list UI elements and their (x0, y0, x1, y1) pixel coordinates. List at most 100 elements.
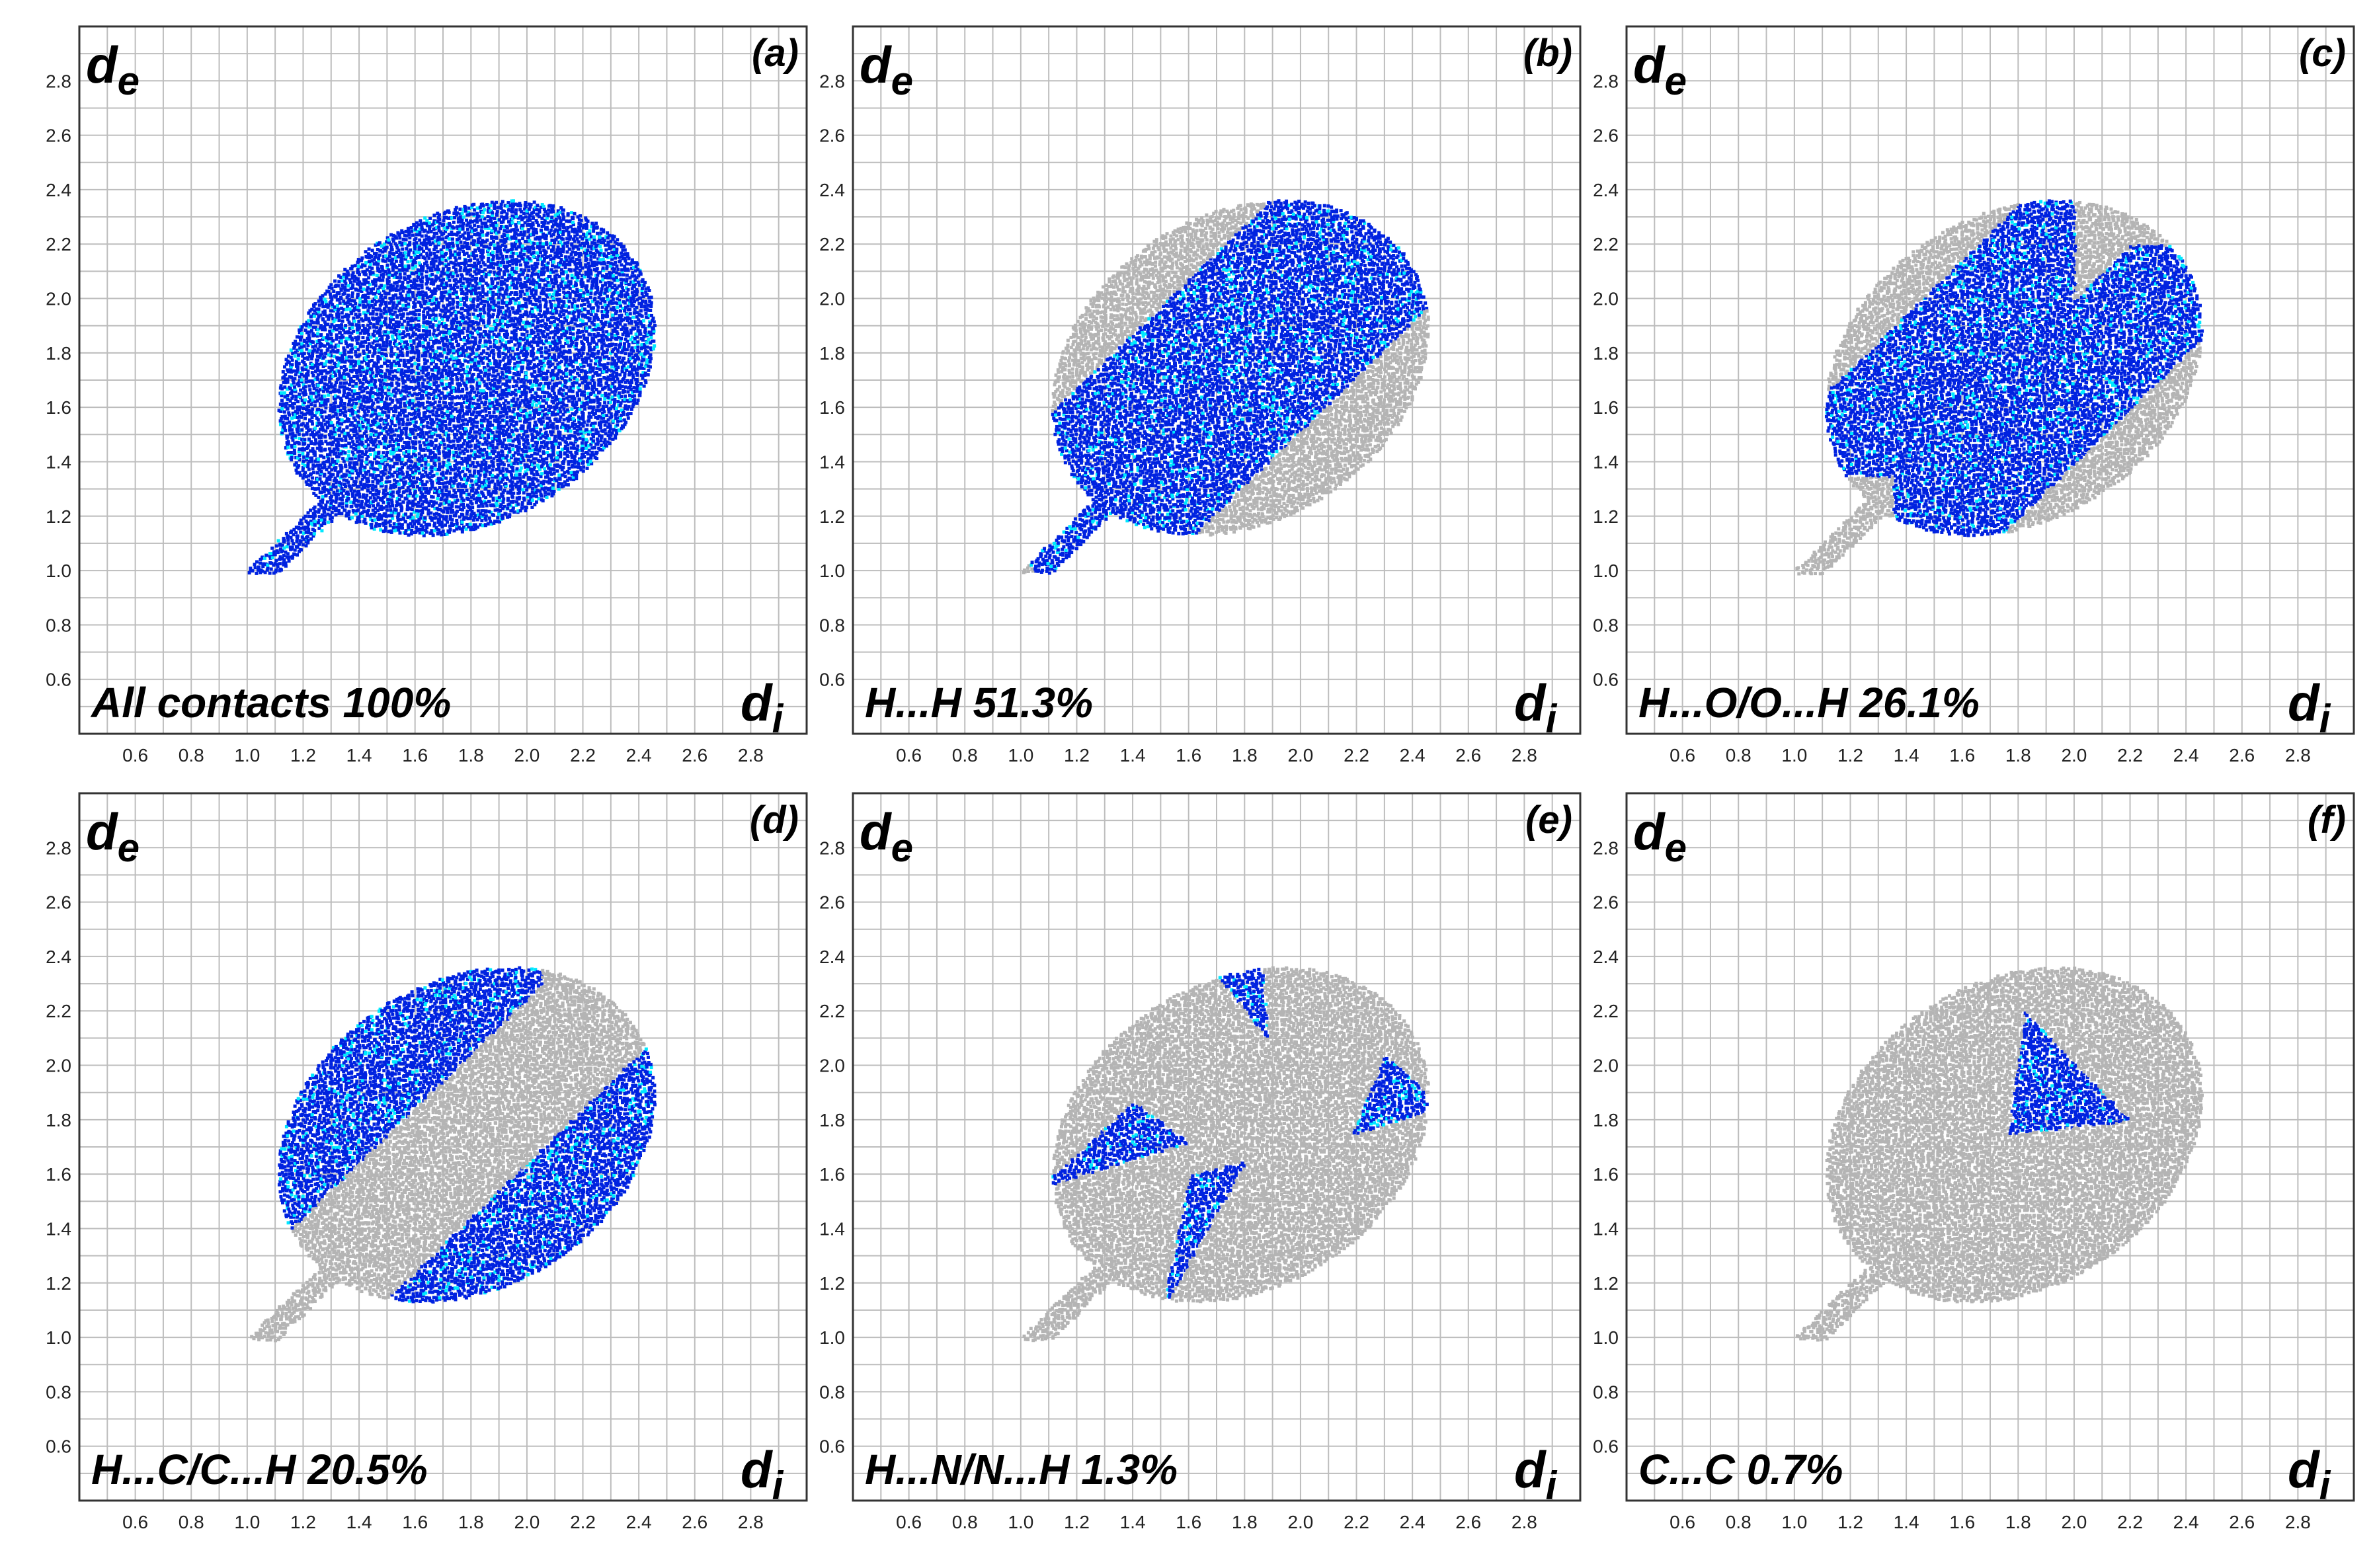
density-point (391, 318, 395, 321)
density-point (423, 406, 426, 409)
density-point (380, 352, 383, 355)
density-point (399, 276, 402, 279)
density-point (324, 506, 327, 510)
density-point (254, 566, 257, 569)
density-point (307, 522, 310, 526)
density-point (257, 568, 260, 572)
density-point (303, 399, 307, 402)
density-point (434, 458, 438, 461)
density-point (385, 451, 389, 454)
density-point (462, 282, 465, 285)
density-point (264, 554, 268, 557)
density-point (300, 335, 303, 338)
density-point (438, 321, 441, 324)
density-point (454, 314, 458, 317)
density-point (445, 485, 448, 489)
density-point (437, 372, 440, 375)
density-point (397, 280, 401, 283)
density-point (421, 284, 424, 287)
density-point (447, 361, 450, 364)
density-point (411, 508, 414, 511)
density-point (387, 392, 391, 395)
density-point (450, 401, 454, 405)
density-point (450, 378, 454, 381)
density-point (360, 256, 364, 260)
density-point (387, 360, 391, 363)
density-point (421, 382, 424, 385)
density-point (337, 364, 340, 368)
density-point (302, 407, 305, 410)
density-point (344, 444, 347, 447)
density-point (367, 276, 370, 280)
density-point (391, 448, 395, 451)
density-point (424, 385, 428, 389)
density-point (409, 437, 412, 440)
density-point (367, 410, 370, 413)
density-point (320, 470, 323, 473)
density-point (380, 348, 383, 351)
density-point (461, 489, 464, 492)
density-point (411, 334, 414, 338)
density-point (323, 485, 326, 489)
density-point (390, 407, 393, 411)
density-point (401, 260, 404, 264)
density-point (378, 412, 381, 415)
density-point (323, 410, 327, 413)
density-point (405, 426, 408, 430)
density-point (446, 318, 449, 321)
density-point (420, 222, 423, 225)
density-point (415, 233, 419, 236)
density-point (383, 284, 386, 288)
density-point (384, 301, 387, 304)
density-point (337, 349, 340, 352)
density-point (303, 438, 306, 442)
density-point (347, 284, 350, 288)
density-point (407, 264, 411, 268)
density-point (351, 292, 354, 295)
density-point (450, 477, 453, 480)
density-point (411, 346, 414, 349)
density-point (300, 378, 303, 381)
density-point (330, 337, 333, 340)
density-point (353, 496, 356, 500)
density-point (445, 464, 448, 467)
density-point (382, 344, 385, 348)
density-point (448, 500, 451, 503)
density-point (456, 444, 460, 448)
density-point (440, 251, 444, 255)
density-point (400, 368, 403, 372)
density-point (434, 463, 437, 467)
density-point (351, 283, 354, 286)
density-point (444, 336, 448, 339)
density-point (424, 299, 428, 303)
density-point (311, 431, 314, 434)
density-point (366, 345, 369, 348)
density-point (467, 313, 471, 316)
density-point (288, 559, 291, 563)
density-point (411, 520, 415, 523)
density-point (404, 481, 407, 484)
density-point (387, 407, 390, 411)
density-point (297, 424, 300, 428)
density-point (448, 237, 451, 241)
density-point (330, 287, 333, 290)
density-point (283, 539, 286, 542)
density-point (400, 462, 403, 465)
density-point (405, 436, 409, 439)
density-point (371, 408, 374, 411)
density-point (450, 381, 454, 385)
density-point (388, 464, 391, 467)
density-point (410, 229, 413, 233)
density-point (352, 330, 355, 333)
density-point (337, 280, 341, 284)
density-point (447, 210, 450, 213)
density-point (362, 288, 365, 291)
density-point (401, 264, 404, 267)
density-point (407, 441, 410, 444)
density-point (414, 490, 417, 493)
density-point (355, 436, 358, 440)
density-point (320, 529, 323, 532)
density-point (321, 495, 325, 498)
density-point (335, 333, 339, 336)
density-point (287, 542, 290, 545)
